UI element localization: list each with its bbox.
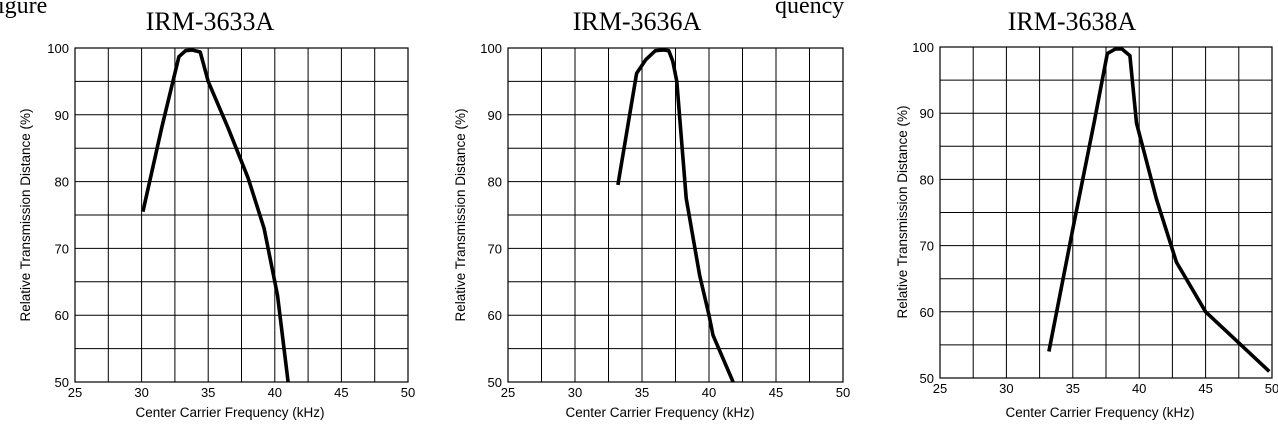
y-tick-label: 100 — [912, 40, 934, 55]
y-tick-label: 50 — [55, 375, 69, 390]
y-tick-label: 50 — [920, 371, 934, 386]
y-tick-label: 80 — [55, 175, 69, 190]
x-tick-label: 35 — [201, 385, 215, 400]
y-axis-label: Relative Transmission Distance (%) — [895, 105, 910, 318]
plot-frame — [507, 47, 844, 383]
chart-panel-irm-3636a: IRM-3636A Relative Transmission Distance… — [453, 7, 850, 420]
chart-title: IRM-3633A — [146, 7, 275, 36]
plot-frame — [939, 46, 1273, 379]
y-tick-label: 100 — [47, 41, 69, 56]
top-caption-left: igure — [0, 0, 47, 19]
chart-panel-irm-3638a: IRM-3638A Relative Transmission Distance… — [895, 7, 1278, 420]
x-axis-label: Center Carrier Frequency (kHz) — [135, 405, 324, 420]
y-tick-label: 90 — [920, 106, 934, 121]
x-tick-label: 50 — [401, 385, 415, 400]
x-tick-label: 30 — [134, 385, 148, 400]
x-axis-label: Center Carrier Frequency (kHz) — [565, 405, 754, 420]
x-tick-label: 25 — [933, 381, 947, 396]
x-tick-label: 40 — [1132, 381, 1146, 396]
y-tick-label: 90 — [55, 108, 69, 123]
y-tick-label: 70 — [920, 239, 934, 254]
x-tick-label: 45 — [769, 385, 783, 400]
y-tick-label: 80 — [920, 172, 934, 187]
chart-panel-irm-3633a: IRM-3633A Relative Transmission Distance… — [18, 7, 415, 420]
y-tick-label: 50 — [488, 375, 502, 390]
y-tick-label: 60 — [488, 308, 502, 323]
y-tick-label: 60 — [55, 308, 69, 323]
y-axis-label: Relative Transmission Distance (%) — [453, 108, 468, 321]
y-tick-label: 80 — [488, 175, 502, 190]
x-tick-label: 40 — [268, 385, 282, 400]
chart-title: IRM-3636A — [573, 7, 702, 36]
x-tick-label: 45 — [334, 385, 348, 400]
x-tick-label: 35 — [635, 385, 649, 400]
x-tick-label: 40 — [702, 385, 716, 400]
y-axis-label: Relative Transmission Distance (%) — [18, 108, 33, 321]
x-tick-label: 25 — [68, 385, 82, 400]
y-tick-label: 70 — [55, 241, 69, 256]
x-tick-label: 35 — [1066, 381, 1080, 396]
chart-title: IRM-3638A — [1008, 7, 1137, 36]
y-tick-label: 100 — [480, 41, 502, 56]
x-tick-label: 45 — [1198, 381, 1212, 396]
series-line — [1047, 47, 1271, 373]
x-tick-label: 30 — [999, 381, 1013, 396]
series-line — [616, 48, 735, 383]
x-tick-label: 25 — [501, 385, 515, 400]
y-tick-label: 90 — [488, 108, 502, 123]
top-caption-right: quency — [775, 0, 844, 19]
series-line — [141, 48, 290, 383]
x-axis-label: Center Carrier Frequency (kHz) — [1005, 405, 1194, 420]
y-tick-label: 70 — [488, 241, 502, 256]
x-tick-label: 50 — [836, 385, 850, 400]
x-tick-label: 30 — [568, 385, 582, 400]
y-tick-label: 60 — [920, 305, 934, 320]
x-tick-label: 50 — [1265, 381, 1278, 396]
plot-frame — [74, 47, 409, 383]
